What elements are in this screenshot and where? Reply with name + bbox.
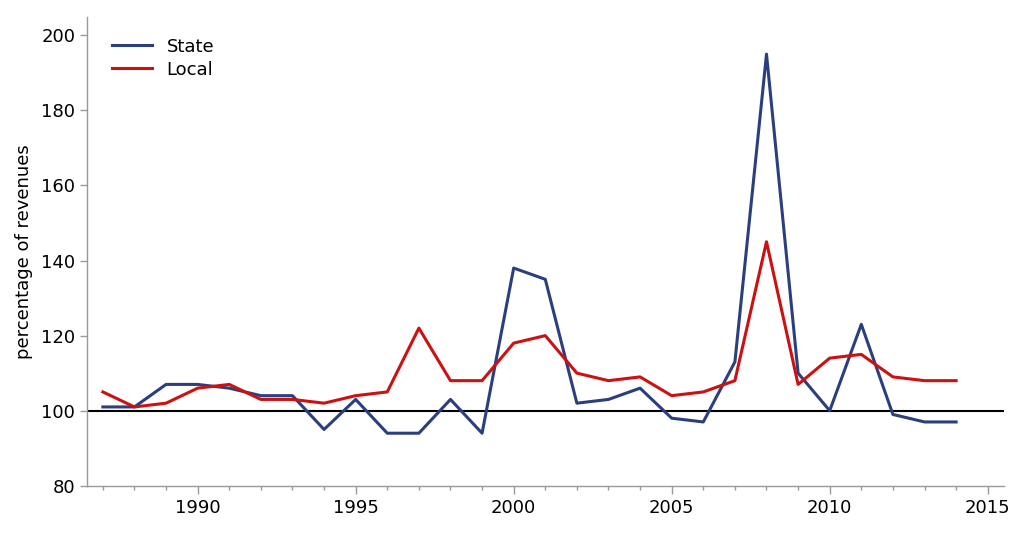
State	[413, 430, 425, 437]
Local	[96, 389, 109, 395]
State	[697, 418, 710, 425]
State	[570, 400, 583, 406]
State	[508, 265, 520, 272]
Local	[128, 404, 140, 410]
Local	[539, 332, 551, 339]
State	[96, 404, 109, 410]
Local	[191, 385, 204, 391]
Local	[919, 378, 931, 384]
State	[792, 370, 804, 376]
Local	[223, 381, 236, 388]
Local	[508, 340, 520, 347]
Local	[823, 355, 836, 362]
State	[823, 407, 836, 414]
State	[317, 426, 330, 433]
Local	[761, 238, 773, 245]
Local	[444, 378, 457, 384]
Local	[950, 378, 963, 384]
State	[855, 321, 867, 328]
Local	[792, 381, 804, 388]
State	[761, 51, 773, 57]
State	[255, 392, 267, 399]
State	[666, 415, 678, 422]
Local	[476, 378, 488, 384]
State	[602, 396, 614, 403]
Local	[413, 325, 425, 331]
State	[128, 404, 140, 410]
Local	[255, 396, 267, 403]
State	[919, 418, 931, 425]
Local	[317, 400, 330, 406]
State	[444, 396, 457, 403]
Local	[602, 378, 614, 384]
Line: State: State	[102, 54, 956, 433]
Legend: State, Local: State, Local	[105, 30, 221, 86]
State	[476, 430, 488, 437]
State	[223, 385, 236, 391]
Y-axis label: percentage of revenues: percentage of revenues	[14, 144, 33, 359]
State	[887, 411, 899, 418]
Local	[160, 400, 172, 406]
Local	[666, 392, 678, 399]
State	[950, 418, 963, 425]
Local	[570, 370, 583, 376]
Local	[349, 392, 361, 399]
State	[634, 385, 646, 391]
State	[729, 359, 741, 365]
Local	[634, 374, 646, 380]
Local	[887, 374, 899, 380]
Local	[381, 389, 393, 395]
State	[160, 381, 172, 388]
Local	[287, 396, 299, 403]
Line: Local: Local	[102, 242, 956, 407]
State	[381, 430, 393, 437]
State	[287, 392, 299, 399]
State	[539, 276, 551, 283]
State	[349, 396, 361, 403]
Local	[729, 378, 741, 384]
State	[191, 381, 204, 388]
Local	[855, 351, 867, 358]
Local	[697, 389, 710, 395]
